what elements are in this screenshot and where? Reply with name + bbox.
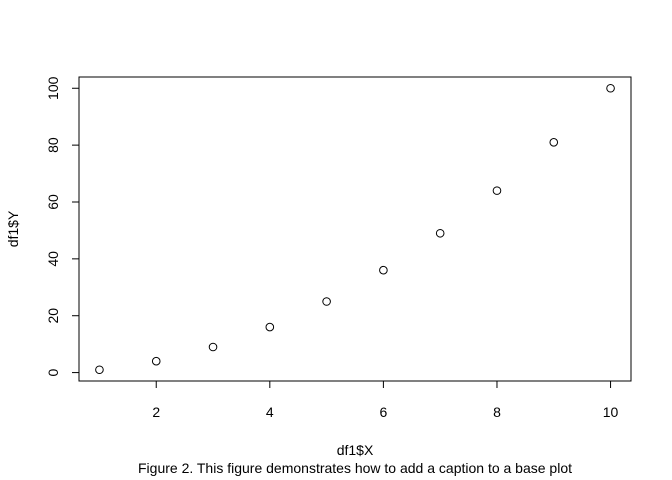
x-tick-label: 4 xyxy=(266,404,274,420)
y-axis-label: df1$Y xyxy=(5,210,21,247)
data-point xyxy=(435,228,445,238)
data-point xyxy=(265,322,275,332)
data-point xyxy=(95,365,104,375)
x-axis: 2 4 6 8 10 xyxy=(152,380,619,420)
y-tick-label: 0 xyxy=(45,368,61,376)
y-tick-label: 40 xyxy=(45,251,61,267)
figure-caption: Figure 2. This figure demonstrates how t… xyxy=(138,460,572,476)
x-tick-label: 8 xyxy=(493,404,501,420)
y-axis: 0 20 40 60 80 100 xyxy=(45,76,80,376)
y-tick-label: 60 xyxy=(45,194,61,210)
y-tick-label: 20 xyxy=(45,308,61,324)
x-tick-label: 2 xyxy=(152,404,160,420)
data-point xyxy=(379,265,388,275)
y-tick-label: 100 xyxy=(45,76,61,100)
data-point xyxy=(492,186,502,195)
x-axis-label: df1$X xyxy=(337,442,374,458)
data-point xyxy=(151,356,161,366)
data-point xyxy=(322,297,331,306)
x-tick-label: 10 xyxy=(603,404,619,420)
plot-frame xyxy=(78,76,632,382)
data-points xyxy=(95,83,615,375)
data-point xyxy=(549,137,559,147)
y-tick-label: 80 xyxy=(45,137,61,153)
data-point xyxy=(606,83,615,93)
data-point xyxy=(208,342,218,352)
x-tick-label: 6 xyxy=(379,404,387,420)
